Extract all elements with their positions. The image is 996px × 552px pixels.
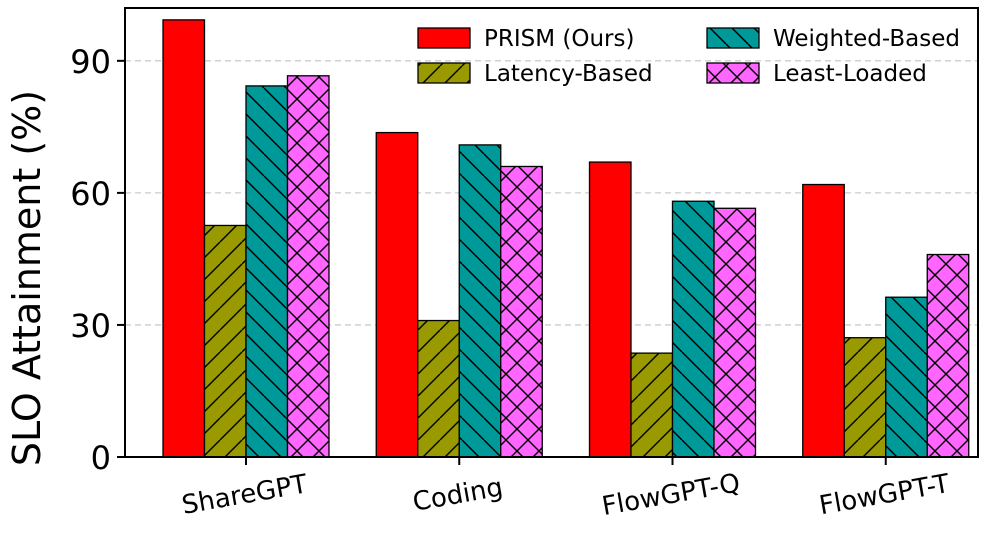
bar-weighted-based-flowgpt-q xyxy=(671,200,715,458)
x-tick-label-sharegpt: ShareGPT xyxy=(180,469,310,521)
legend-label-latency-based: Latency-Based xyxy=(484,61,653,87)
bar-prism-ours-sharegpt xyxy=(162,19,206,458)
x-tick-label-coding: Coding xyxy=(411,472,506,517)
bar-weighted-based-coding xyxy=(458,144,502,458)
bar-latency-based-flowgpt-q xyxy=(630,352,674,458)
legend-label-prism-ours: PRISM (Ours) xyxy=(484,26,634,52)
bar-weighted-based-sharegpt xyxy=(245,85,289,458)
legend-swatch-weighted-based xyxy=(706,27,760,49)
legend-swatch-least-loaded xyxy=(706,62,760,84)
y-tick-label-30: 30 xyxy=(70,307,111,345)
x-tick-label-flowgpt-t: FlowGPT-T xyxy=(817,469,952,521)
y-tick-label-90: 90 xyxy=(70,43,111,81)
bar-latency-based-flowgpt-t xyxy=(843,337,887,458)
bar-least-loaded-flowgpt-q xyxy=(713,207,757,458)
bar-least-loaded-flowgpt-t xyxy=(926,253,970,458)
bar-latency-based-sharegpt xyxy=(203,224,247,458)
bar-weighted-based-flowgpt-t xyxy=(885,296,928,458)
axes xyxy=(124,7,979,458)
legend-swatch-latency-based xyxy=(417,62,471,84)
bar-prism-ours-coding xyxy=(375,131,419,458)
bar-prism-ours-flowgpt-q xyxy=(588,161,632,458)
y-tick-label-0: 0 xyxy=(91,439,111,477)
bar-latency-based-coding xyxy=(417,319,460,458)
y-axis-label: SLO Attainment (%) xyxy=(5,90,49,466)
y-tick-label-60: 60 xyxy=(70,175,111,213)
bar-least-loaded-coding xyxy=(500,165,543,458)
x-tick-label-flowgpt-q: FlowGPT-Q xyxy=(600,468,743,522)
bar-prism-ours-flowgpt-t xyxy=(802,183,845,458)
legend-label-least-loaded: Least-Loaded xyxy=(773,61,927,87)
legend-swatch-prism-ours xyxy=(417,27,471,49)
legend-label-weighted-based: Weighted-Based xyxy=(773,26,960,52)
legend: PRISM (Ours) Latency-Based Weighted-Based L… xyxy=(417,26,960,87)
plot-frame xyxy=(124,7,979,458)
bars xyxy=(162,19,970,458)
bar-least-loaded-sharegpt xyxy=(286,75,330,458)
